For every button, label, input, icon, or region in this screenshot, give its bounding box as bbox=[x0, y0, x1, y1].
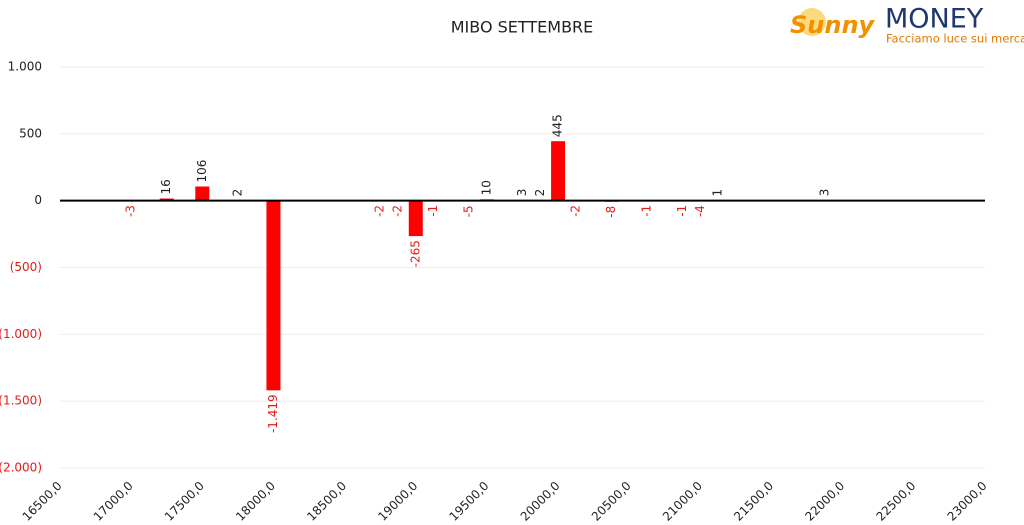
bar bbox=[159, 198, 174, 201]
data-label: -2 bbox=[390, 205, 404, 217]
logo-tagline: Facciamo luce sui mercati bbox=[886, 32, 1024, 46]
data-label: 106 bbox=[195, 160, 209, 183]
x-tick-label: 16500,0 bbox=[20, 479, 65, 524]
logo-brand: Sunny bbox=[790, 11, 876, 39]
x-tick-label: 23000,0 bbox=[945, 479, 990, 524]
chart-title: MIBO SETTEMBRE bbox=[451, 18, 594, 37]
x-tick-label: 22000,0 bbox=[802, 479, 847, 524]
x-tick-label: 21500,0 bbox=[731, 479, 776, 524]
data-label: -4 bbox=[693, 205, 707, 217]
x-tick-label: 18000,0 bbox=[233, 479, 278, 524]
data-label: 2 bbox=[230, 189, 244, 197]
y-tick-label: (1.000) bbox=[0, 327, 42, 341]
data-label: -5 bbox=[462, 205, 476, 217]
data-label: 16 bbox=[159, 179, 173, 194]
data-label: 445 bbox=[551, 114, 565, 137]
data-label: 3 bbox=[515, 189, 529, 197]
logo-name: MONEY bbox=[885, 4, 984, 35]
y-tick-label: (1.500) bbox=[0, 394, 42, 408]
y-tick-label: 0 bbox=[34, 193, 42, 207]
data-label: -3 bbox=[124, 205, 138, 217]
x-tick-label: 20000,0 bbox=[518, 479, 563, 524]
x-tick-label: 17000,0 bbox=[91, 479, 136, 524]
data-label: -1 bbox=[426, 205, 440, 217]
data-label: -8 bbox=[604, 206, 618, 218]
bar bbox=[551, 141, 566, 201]
bar bbox=[408, 200, 423, 237]
data-label: 10 bbox=[479, 180, 493, 195]
bar bbox=[266, 200, 281, 391]
y-tick-label: 500 bbox=[19, 126, 42, 140]
data-label: -1 bbox=[675, 205, 689, 217]
x-tick-label: 18500,0 bbox=[304, 479, 349, 524]
data-label: 1 bbox=[711, 189, 725, 197]
logo-sun bbox=[798, 8, 826, 36]
x-tick-label: 20500,0 bbox=[589, 479, 634, 524]
data-label: 3 bbox=[817, 189, 831, 197]
data-label: -265 bbox=[408, 240, 422, 267]
data-label: 2 bbox=[533, 189, 547, 197]
logo: Sunny MONEY Facciamo luce sui mercati bbox=[790, 4, 1024, 46]
data-label: -2 bbox=[373, 205, 387, 217]
x-tick-label: 19000,0 bbox=[375, 479, 420, 524]
data-label: -1 bbox=[640, 205, 654, 217]
data-label: -1.419 bbox=[266, 394, 280, 433]
x-tick-label: 19500,0 bbox=[447, 479, 492, 524]
x-tick-label: 22500,0 bbox=[873, 479, 918, 524]
y-tick-label: 1.000 bbox=[8, 60, 42, 74]
data-label: -2 bbox=[568, 205, 582, 217]
y-tick-label: (500) bbox=[10, 260, 42, 274]
bar bbox=[195, 186, 210, 201]
x-tick-label: 21000,0 bbox=[660, 479, 705, 524]
y-tick-label: (2.000) bbox=[0, 461, 42, 475]
x-tick-label: 17500,0 bbox=[162, 479, 207, 524]
